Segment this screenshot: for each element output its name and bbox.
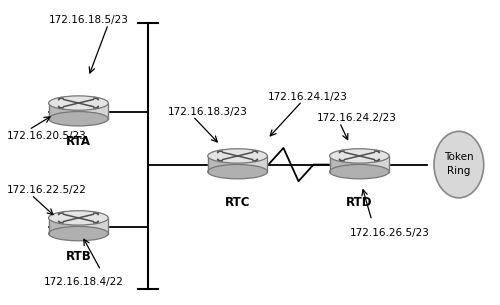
- Text: Token: Token: [444, 152, 474, 162]
- Ellipse shape: [330, 164, 389, 179]
- Text: 172.16.22.5/22: 172.16.22.5/22: [6, 185, 86, 195]
- Polygon shape: [208, 156, 238, 172]
- Text: 172.16.26.5/23: 172.16.26.5/23: [350, 228, 430, 238]
- Text: 172.16.24.2/23: 172.16.24.2/23: [317, 113, 397, 123]
- Ellipse shape: [330, 149, 389, 163]
- Ellipse shape: [208, 164, 268, 179]
- Polygon shape: [238, 156, 268, 172]
- Text: 172.16.18.4/22: 172.16.18.4/22: [44, 277, 124, 287]
- Polygon shape: [48, 218, 78, 234]
- Text: 172.16.24.1/23: 172.16.24.1/23: [268, 92, 347, 102]
- Text: Ring: Ring: [447, 166, 470, 176]
- Polygon shape: [330, 156, 360, 172]
- Text: RTC: RTC: [225, 196, 250, 209]
- Text: RTB: RTB: [66, 250, 92, 263]
- Text: 172.16.18.3/23: 172.16.18.3/23: [168, 107, 248, 117]
- Ellipse shape: [48, 211, 108, 225]
- Text: 172.16.18.5/23: 172.16.18.5/23: [48, 15, 128, 25]
- Polygon shape: [78, 218, 108, 234]
- Text: RTD: RTD: [346, 196, 372, 209]
- Ellipse shape: [48, 96, 108, 110]
- Polygon shape: [360, 156, 389, 172]
- Ellipse shape: [208, 149, 268, 163]
- Ellipse shape: [434, 131, 484, 198]
- Polygon shape: [48, 103, 78, 119]
- Ellipse shape: [48, 112, 108, 126]
- Ellipse shape: [48, 226, 108, 241]
- Polygon shape: [78, 103, 108, 119]
- Text: 172.16.20.5/23: 172.16.20.5/23: [6, 131, 86, 141]
- Text: RTA: RTA: [66, 135, 91, 149]
